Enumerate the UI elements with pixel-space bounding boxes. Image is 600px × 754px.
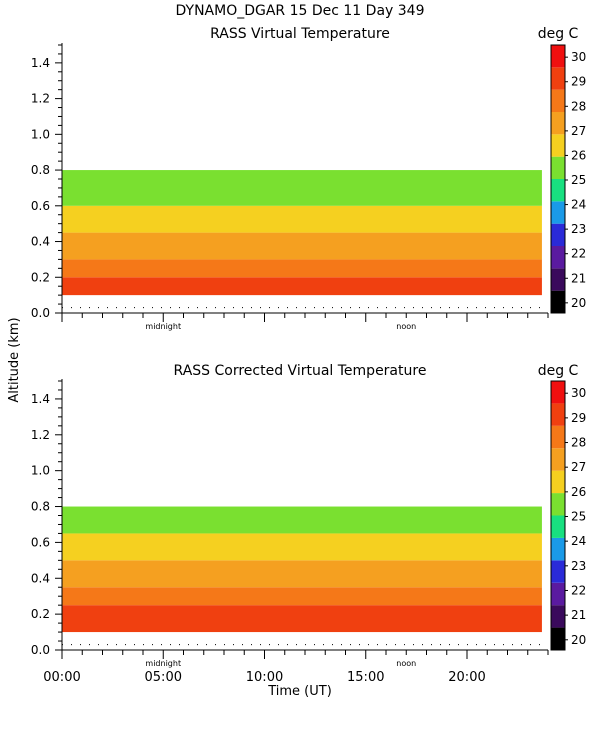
colorbar-label: 28 bbox=[571, 99, 586, 113]
colorbar-segment bbox=[551, 560, 565, 583]
colorbar-segment bbox=[551, 89, 565, 112]
figure-header: DYNAMO_DGAR 15 Dec 11 Day 349 bbox=[176, 3, 425, 19]
panel-2-plot bbox=[62, 506, 542, 633]
colorbar-label: 30 bbox=[571, 50, 586, 64]
panel-1-title: RASS Virtual Temperature bbox=[210, 26, 390, 42]
colorbar-label: 20 bbox=[571, 633, 586, 647]
y-axis-label: Altitude (km) bbox=[7, 317, 22, 402]
panel-1-plot bbox=[62, 170, 542, 296]
x-annotation: midnight bbox=[145, 659, 181, 668]
x-tick-label: 05:00 bbox=[145, 670, 182, 685]
colorbar-label: 23 bbox=[571, 222, 586, 236]
colorbar-label: 23 bbox=[571, 559, 586, 573]
colorbar-segment bbox=[551, 470, 565, 494]
y-tick-label: 0.0 bbox=[31, 306, 50, 320]
colorbar-label: 25 bbox=[571, 510, 586, 524]
colorbar-segment bbox=[551, 156, 565, 179]
x-annotation: midnight bbox=[145, 322, 181, 331]
colorbar-label: 25 bbox=[571, 173, 586, 187]
panel-2-units: deg C bbox=[538, 363, 579, 379]
y-tick-label: 0.2 bbox=[31, 607, 50, 621]
colorbar-segment bbox=[551, 537, 565, 561]
y-tick-label: 1.2 bbox=[31, 92, 50, 106]
colorbar-segment bbox=[551, 448, 565, 471]
y-tick-label: 0.2 bbox=[31, 270, 50, 284]
temperature-band bbox=[62, 259, 542, 278]
y-tick-label: 1.2 bbox=[31, 428, 50, 442]
colorbar-segment bbox=[551, 201, 565, 224]
colorbar-segment bbox=[551, 515, 565, 538]
panel-2-axes: 0.0 0.2 0.4 0.6 0.8 1.0 1.2 1.4 midnight noon 00:0… bbox=[31, 379, 549, 685]
colorbar-label: 29 bbox=[571, 411, 586, 425]
colorbar-segment bbox=[551, 246, 565, 269]
y-tick-label: 0.6 bbox=[31, 535, 50, 549]
colorbar-segment bbox=[551, 290, 565, 313]
colorbar-segment bbox=[551, 381, 565, 404]
temperature-band bbox=[62, 587, 542, 606]
y-tick-label: 1.0 bbox=[31, 464, 50, 478]
colorbar-segment bbox=[551, 223, 565, 246]
colorbar-label: 30 bbox=[571, 386, 586, 400]
panel-virtual-temperature: RASS Virtual Temperature deg C 0.0 0.2 0.4… bbox=[31, 26, 586, 331]
colorbar-segment bbox=[551, 67, 565, 90]
colorbar-label: 21 bbox=[571, 271, 586, 285]
temperature-band bbox=[62, 170, 542, 206]
panel-2-title: RASS Corrected Virtual Temperature bbox=[174, 363, 427, 379]
colorbar-segment bbox=[551, 268, 565, 291]
panel-1-colorbar: 30 29 28 27 26 25 24 23 22 21 20 bbox=[550, 44, 586, 314]
colorbar-label: 26 bbox=[571, 148, 586, 162]
colorbar-label: 22 bbox=[571, 247, 586, 261]
y-tick-label: 0.8 bbox=[31, 500, 50, 514]
colorbar-label: 24 bbox=[571, 534, 586, 548]
colorbar-label: 29 bbox=[571, 75, 586, 89]
y-tick-label: 1.4 bbox=[31, 392, 50, 406]
y-tick-label: 1.0 bbox=[31, 127, 50, 141]
y-tick-label: 0.8 bbox=[31, 163, 50, 177]
colorbar-label: 22 bbox=[571, 583, 586, 597]
colorbar-label: 27 bbox=[571, 460, 586, 474]
x-tick-label: 15:00 bbox=[347, 670, 384, 685]
panel-1-units: deg C bbox=[538, 26, 579, 42]
temperature-band bbox=[62, 506, 542, 534]
temperature-band bbox=[62, 533, 542, 561]
temperature-band bbox=[62, 205, 542, 233]
x-axis-label: Time (UT) bbox=[267, 684, 332, 699]
colorbar-segment bbox=[551, 179, 565, 202]
colorbar-segment bbox=[551, 582, 565, 606]
y-tick-label: 0.4 bbox=[31, 571, 50, 585]
colorbar-label: 27 bbox=[571, 124, 586, 138]
temperature-band bbox=[62, 560, 542, 588]
colorbar-segment bbox=[551, 45, 565, 68]
colorbar-segment bbox=[551, 403, 565, 426]
colorbar-frame bbox=[550, 44, 566, 314]
colorbar-label: 24 bbox=[571, 198, 586, 212]
colorbar-segment bbox=[551, 627, 565, 650]
colorbar-frame bbox=[550, 380, 566, 651]
colorbar-label: 20 bbox=[571, 296, 586, 310]
colorbar-segment bbox=[551, 605, 565, 628]
temperature-band bbox=[62, 277, 542, 296]
y-tick-label: 1.4 bbox=[31, 56, 50, 70]
panel-2-colorbar: 30 29 28 27 26 25 24 23 22 21 20 bbox=[550, 380, 586, 651]
temperature-band bbox=[62, 605, 542, 633]
y-tick-label: 0.0 bbox=[31, 643, 50, 657]
x-tick-label: 00:00 bbox=[43, 670, 80, 685]
x-annotation: noon bbox=[396, 659, 416, 668]
colorbar-label: 28 bbox=[571, 436, 586, 450]
x-tick-label: 10:00 bbox=[246, 670, 283, 685]
colorbar-segment bbox=[551, 134, 565, 157]
x-annotation: noon bbox=[396, 322, 416, 331]
y-tick-label: 0.4 bbox=[31, 235, 50, 249]
colorbar-segment bbox=[551, 425, 565, 449]
temperature-band bbox=[62, 232, 542, 260]
panel-1-axes: 0.0 0.2 0.4 0.6 0.8 1.0 1.2 1.4 midnight noon bbox=[31, 43, 549, 331]
colorbar-label: 26 bbox=[571, 485, 586, 499]
y-tick-label: 0.6 bbox=[31, 199, 50, 213]
panel-corrected-virtual-temperature: RASS Corrected Virtual Temperature deg C… bbox=[31, 363, 586, 685]
colorbar-label: 21 bbox=[571, 608, 586, 622]
colorbar-segment bbox=[551, 112, 565, 135]
colorbar-segment bbox=[551, 493, 565, 516]
x-tick-label: 20:00 bbox=[448, 670, 485, 685]
